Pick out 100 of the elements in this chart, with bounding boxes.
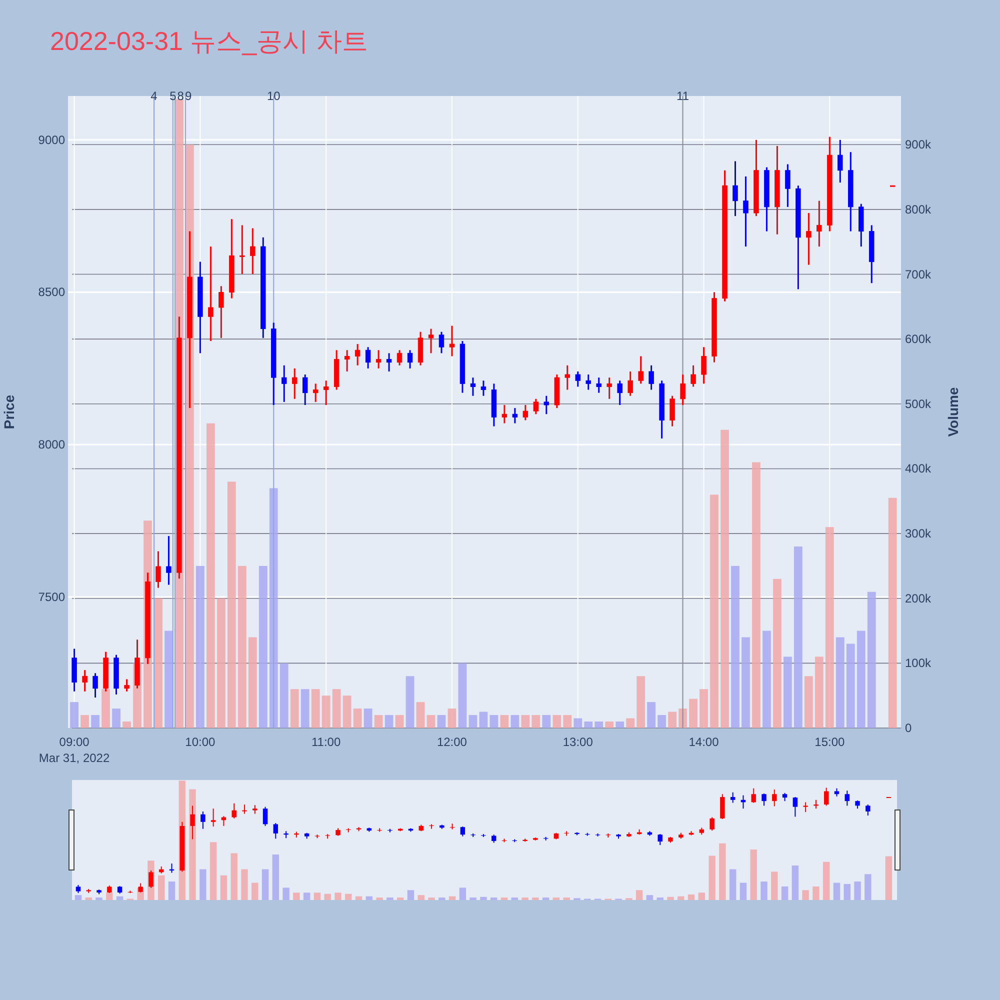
bar xyxy=(647,702,656,728)
candlestick xyxy=(82,669,88,692)
bar xyxy=(605,722,614,728)
y2-tick-label: 200k xyxy=(905,591,932,606)
candlestick xyxy=(250,228,256,275)
x-tick-label: 14:00 xyxy=(688,735,720,749)
bar xyxy=(658,715,666,728)
candlestick xyxy=(522,404,528,421)
bar xyxy=(574,718,582,728)
bar xyxy=(248,637,257,728)
bar xyxy=(280,663,288,728)
bar xyxy=(70,702,78,728)
bar xyxy=(794,546,802,728)
candlestick xyxy=(386,352,392,372)
ref-line-label: 11 xyxy=(676,89,690,103)
bar xyxy=(80,715,89,728)
bar xyxy=(720,430,729,728)
candlestick xyxy=(512,407,518,424)
bar xyxy=(332,689,341,728)
y2-tick-label: 0 xyxy=(905,721,912,735)
candlestick xyxy=(208,246,214,342)
candlestick xyxy=(564,364,570,391)
bar xyxy=(742,637,750,728)
x-tick-label: 15:00 xyxy=(814,735,845,749)
y2-tick-label: 700k xyxy=(905,267,932,282)
bar xyxy=(814,656,824,728)
candlestick xyxy=(218,285,224,339)
candlestick xyxy=(648,364,654,391)
candlestick xyxy=(838,139,843,184)
bar xyxy=(804,676,813,728)
bar xyxy=(626,718,635,728)
bar xyxy=(521,715,530,728)
bar xyxy=(406,676,414,728)
bar xyxy=(468,715,478,728)
ref-line-label: 9 xyxy=(184,89,192,103)
bar xyxy=(594,722,604,728)
bar xyxy=(122,722,131,728)
candlestick xyxy=(354,343,360,366)
candlestick xyxy=(344,349,350,372)
x-tick-label: 13:00 xyxy=(562,735,594,749)
bar xyxy=(888,498,897,728)
bar xyxy=(532,715,540,728)
y-tick-label: 8000 xyxy=(38,438,66,452)
bar xyxy=(510,715,520,728)
y2-tick-label: 900k xyxy=(905,138,932,152)
candlestick xyxy=(365,346,371,370)
bar xyxy=(384,715,394,728)
bar xyxy=(395,715,404,728)
candlestick xyxy=(292,368,298,400)
candlestick xyxy=(701,346,706,384)
x-tick-label: 10:00 xyxy=(185,735,216,749)
candlestick xyxy=(302,374,308,406)
y-axis-title: Price xyxy=(1,394,17,430)
bar xyxy=(437,715,446,728)
candlestick xyxy=(638,355,644,384)
candlestick xyxy=(586,374,591,391)
ref-line-label: 8 xyxy=(177,89,184,103)
candlestick xyxy=(806,212,812,266)
candlestick xyxy=(502,404,508,424)
bar xyxy=(500,715,509,728)
bar xyxy=(416,702,425,728)
candlestick xyxy=(575,370,580,388)
ref-line-label: 5 xyxy=(170,89,177,103)
bar xyxy=(342,696,352,728)
ref-line-label: 4 xyxy=(150,89,158,103)
candlestick xyxy=(124,678,130,692)
bar xyxy=(91,715,100,728)
bar xyxy=(164,630,173,728)
candlestick xyxy=(240,224,245,275)
bar xyxy=(668,712,676,728)
bar xyxy=(552,715,562,728)
bar xyxy=(258,566,268,728)
candlestick xyxy=(596,376,602,394)
candlestick xyxy=(166,535,172,586)
bar xyxy=(867,592,876,728)
y-tick-label: 9000 xyxy=(38,132,66,147)
bar xyxy=(773,578,782,728)
text: Mar 31, 2022 xyxy=(38,751,110,765)
y2-axis-title: Volume xyxy=(945,387,961,437)
bar xyxy=(426,715,436,728)
bar xyxy=(238,566,246,728)
y2-tick-label: 800k xyxy=(905,202,932,216)
candlestick xyxy=(282,364,287,403)
candlestick xyxy=(606,376,612,400)
bar xyxy=(322,696,330,728)
bar xyxy=(836,637,844,728)
candlestick xyxy=(617,380,622,406)
bar xyxy=(731,566,740,728)
bar xyxy=(542,715,551,728)
bar xyxy=(846,644,855,728)
candlestick xyxy=(470,376,476,397)
bar xyxy=(353,708,362,728)
bar xyxy=(856,630,866,728)
bar xyxy=(154,598,162,728)
candlestick xyxy=(544,395,550,415)
bar xyxy=(374,715,383,728)
candlestick xyxy=(680,374,686,406)
bar xyxy=(616,722,624,728)
bar xyxy=(227,482,236,728)
bar xyxy=(689,698,698,728)
